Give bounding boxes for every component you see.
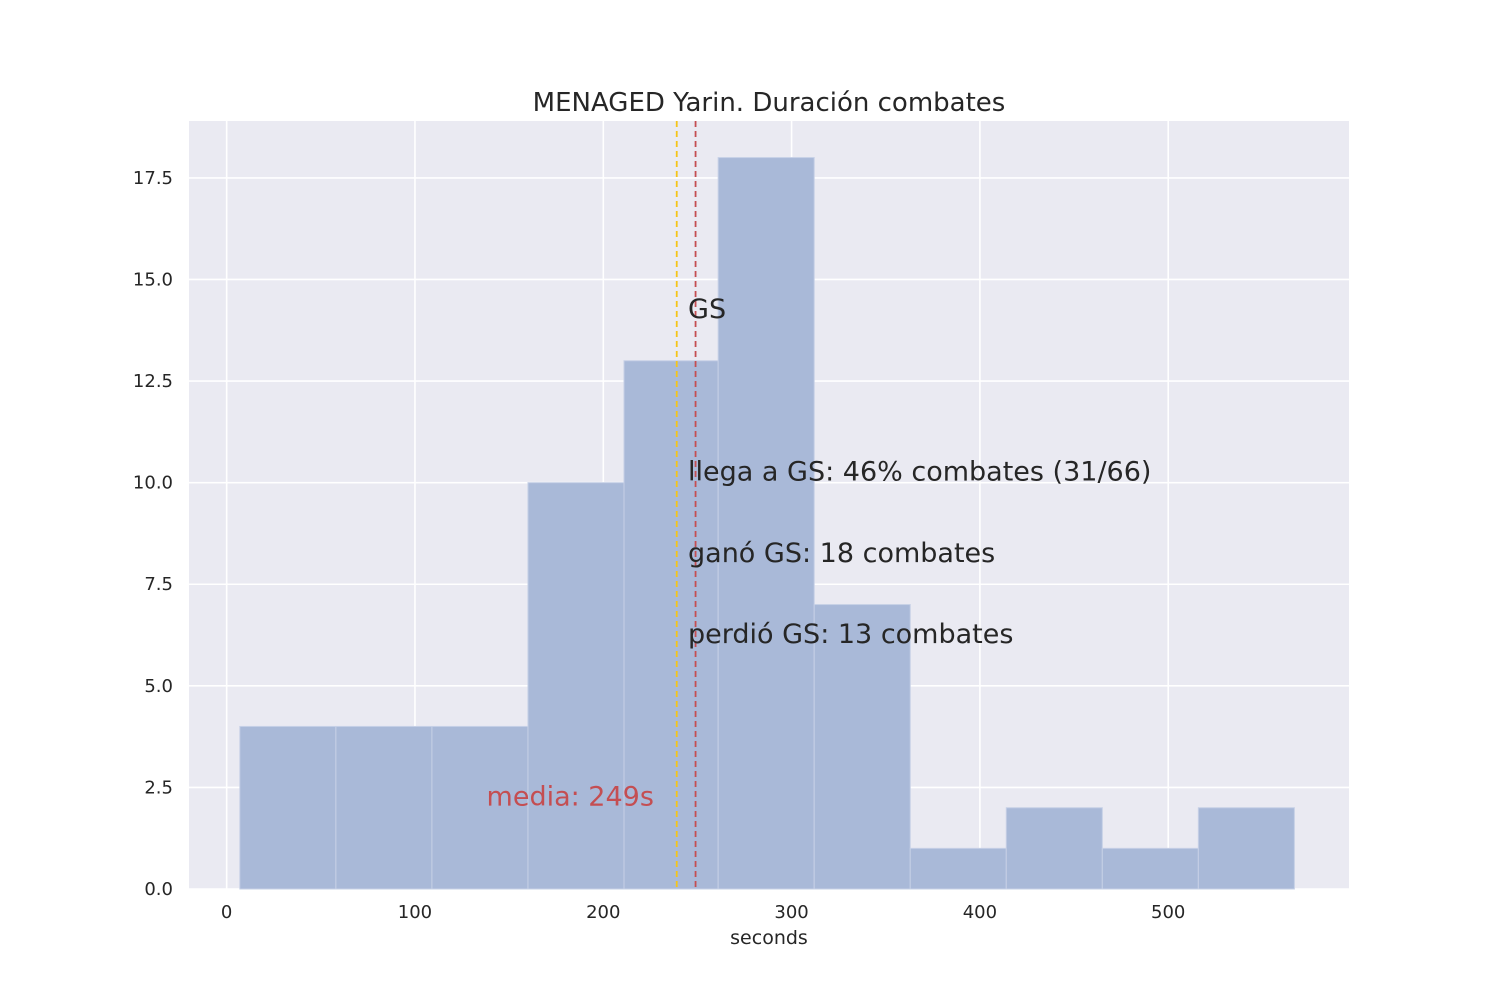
- chart-title: MENAGED Yarin. Duración combates: [533, 88, 1006, 118]
- histogram-bar: [813, 604, 911, 890]
- y-axis-ticks: 0.0 2.5 5.0 7.5 10.0 12.5 15.0 17.5: [133, 168, 173, 900]
- histogram-bar: [717, 157, 815, 890]
- x-tick-label: 500: [1151, 902, 1185, 923]
- y-tick-label: 5.0: [144, 676, 173, 697]
- histogram-bar: [1101, 847, 1199, 890]
- annotations: GS llega a GS: 46% combates (31/66) ganó G…: [487, 294, 1152, 813]
- reference-lines: [675, 121, 697, 889]
- annotation-text: ganó GS: 18 combates: [688, 538, 995, 569]
- y-tick-label: 0.0: [144, 879, 173, 900]
- x-tick-label: 100: [398, 902, 432, 923]
- x-tick-label: 400: [963, 902, 997, 923]
- histogram-bar: [909, 847, 1007, 890]
- x-axis-label: seconds: [730, 927, 808, 949]
- x-tick-label: 0: [221, 902, 232, 923]
- y-tick-label: 12.5: [133, 371, 173, 392]
- histogram-bar: [527, 482, 625, 890]
- y-tick-label: 7.5: [144, 574, 173, 595]
- histogram-bar: [1197, 807, 1295, 890]
- y-tick-label: 2.5: [144, 777, 173, 798]
- annotation-text: llega a GS: 46% combates (31/66): [688, 457, 1151, 488]
- y-tick-label: 15.0: [133, 269, 173, 290]
- histogram-bars: [239, 157, 1295, 890]
- y-tick-label: 17.5: [133, 168, 173, 189]
- annotation-text: media: 249s: [487, 782, 654, 813]
- y-tick-label: 10.0: [133, 473, 173, 494]
- histogram-bar: [431, 725, 529, 890]
- annotation-text: perdió GS: 13 combates: [688, 619, 1013, 650]
- x-axis-ticks: 0 100 200 300 400 500: [221, 902, 1185, 923]
- histogram-bar: [239, 725, 337, 890]
- histogram-bar: [335, 725, 433, 890]
- annotation-text: GS: [688, 294, 726, 325]
- x-tick-label: 200: [586, 902, 620, 923]
- x-tick-label: 300: [774, 902, 808, 923]
- histogram-bar: [1005, 807, 1103, 890]
